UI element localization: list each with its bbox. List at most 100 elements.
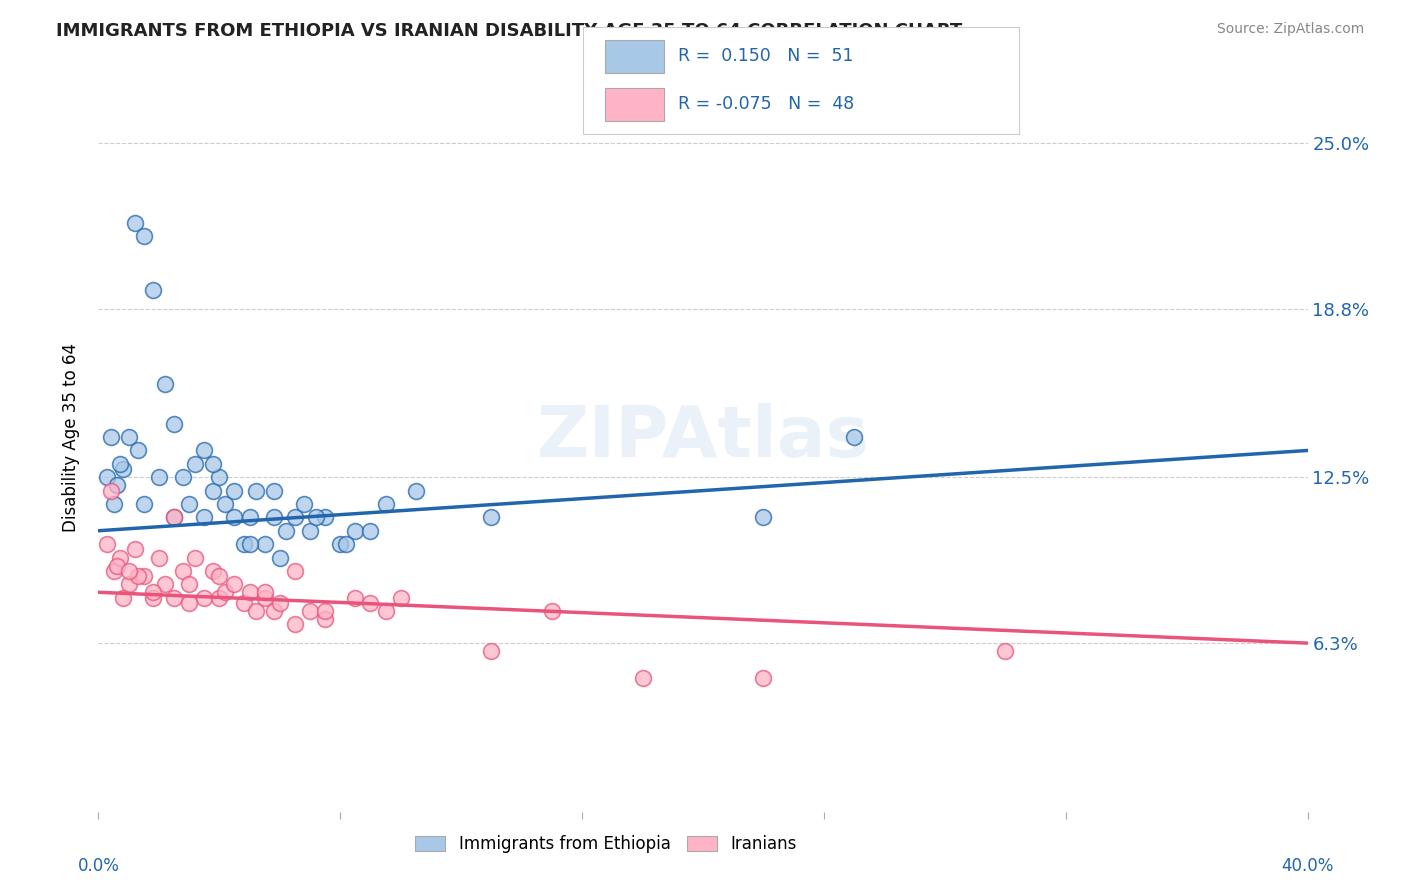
Point bbox=[232, 596, 254, 610]
Point bbox=[540, 604, 562, 618]
Point bbox=[360, 596, 382, 610]
Point bbox=[274, 524, 297, 538]
Point bbox=[284, 564, 307, 578]
Point bbox=[314, 612, 336, 626]
Point bbox=[105, 558, 128, 573]
Point bbox=[314, 604, 336, 618]
Point bbox=[127, 569, 149, 583]
Point bbox=[127, 443, 149, 458]
Point bbox=[314, 510, 336, 524]
Point bbox=[153, 577, 176, 591]
Point bbox=[124, 216, 146, 230]
Point bbox=[163, 510, 186, 524]
Point bbox=[142, 283, 165, 297]
Point bbox=[172, 470, 194, 484]
Point bbox=[153, 376, 176, 391]
Point bbox=[239, 510, 262, 524]
Point bbox=[184, 457, 207, 471]
Point bbox=[994, 644, 1017, 658]
Point bbox=[96, 470, 118, 484]
Point bbox=[100, 430, 122, 444]
Point bbox=[360, 524, 382, 538]
Point bbox=[481, 644, 503, 658]
Point bbox=[631, 671, 654, 685]
Point bbox=[344, 591, 367, 605]
Point bbox=[305, 510, 328, 524]
Point bbox=[263, 483, 285, 498]
Point bbox=[142, 585, 165, 599]
Point bbox=[103, 497, 125, 511]
Text: Source: ZipAtlas.com: Source: ZipAtlas.com bbox=[1216, 22, 1364, 37]
Point bbox=[124, 542, 146, 557]
Point bbox=[224, 577, 246, 591]
Point bbox=[335, 537, 357, 551]
Point bbox=[224, 483, 246, 498]
Point bbox=[202, 457, 225, 471]
Point bbox=[172, 564, 194, 578]
Point bbox=[148, 470, 170, 484]
Point bbox=[344, 524, 367, 538]
Point bbox=[193, 443, 215, 458]
Point bbox=[269, 550, 291, 565]
Point bbox=[118, 577, 141, 591]
Point bbox=[752, 510, 775, 524]
Point bbox=[253, 591, 276, 605]
Text: 0.0%: 0.0% bbox=[77, 856, 120, 875]
Point bbox=[253, 537, 276, 551]
Point bbox=[100, 483, 122, 498]
Point bbox=[179, 497, 201, 511]
Text: R = -0.075   N =  48: R = -0.075 N = 48 bbox=[678, 95, 853, 113]
Point bbox=[329, 537, 352, 551]
Point bbox=[481, 510, 503, 524]
Text: IMMIGRANTS FROM ETHIOPIA VS IRANIAN DISABILITY AGE 35 TO 64 CORRELATION CHART: IMMIGRANTS FROM ETHIOPIA VS IRANIAN DISA… bbox=[56, 22, 963, 40]
Point bbox=[132, 569, 155, 583]
Point bbox=[224, 510, 246, 524]
Point bbox=[263, 510, 285, 524]
Point bbox=[631, 109, 654, 123]
Point bbox=[752, 671, 775, 685]
Point bbox=[142, 591, 165, 605]
Point bbox=[132, 229, 155, 244]
Point bbox=[299, 524, 322, 538]
Point bbox=[111, 591, 134, 605]
Point bbox=[239, 585, 262, 599]
Point bbox=[292, 497, 315, 511]
Point bbox=[208, 591, 231, 605]
Point bbox=[374, 604, 396, 618]
Text: R =  0.150   N =  51: R = 0.150 N = 51 bbox=[678, 47, 853, 65]
Y-axis label: Disability Age 35 to 64: Disability Age 35 to 64 bbox=[62, 343, 80, 532]
Point bbox=[389, 591, 412, 605]
Point bbox=[163, 591, 186, 605]
Point bbox=[118, 564, 141, 578]
Point bbox=[184, 550, 207, 565]
Legend: Immigrants from Ethiopia, Iranians: Immigrants from Ethiopia, Iranians bbox=[409, 829, 804, 860]
Point bbox=[284, 510, 307, 524]
Point bbox=[202, 564, 225, 578]
Point bbox=[299, 604, 322, 618]
Point bbox=[163, 417, 186, 431]
Point bbox=[844, 430, 866, 444]
Point bbox=[208, 470, 231, 484]
Point bbox=[193, 510, 215, 524]
Point bbox=[202, 483, 225, 498]
Point bbox=[105, 478, 128, 492]
Point bbox=[208, 569, 231, 583]
Point bbox=[96, 537, 118, 551]
Point bbox=[193, 591, 215, 605]
Point bbox=[214, 497, 236, 511]
Point bbox=[179, 577, 201, 591]
Text: ZIPAtlas: ZIPAtlas bbox=[537, 402, 869, 472]
Point bbox=[111, 462, 134, 476]
Point bbox=[163, 510, 186, 524]
Point bbox=[284, 617, 307, 632]
Point bbox=[214, 585, 236, 599]
Point bbox=[232, 537, 254, 551]
Point bbox=[118, 430, 141, 444]
Point bbox=[103, 564, 125, 578]
Point bbox=[374, 497, 396, 511]
Point bbox=[132, 497, 155, 511]
Point bbox=[108, 550, 131, 565]
Point bbox=[245, 604, 267, 618]
Point bbox=[269, 596, 291, 610]
Point bbox=[148, 550, 170, 565]
